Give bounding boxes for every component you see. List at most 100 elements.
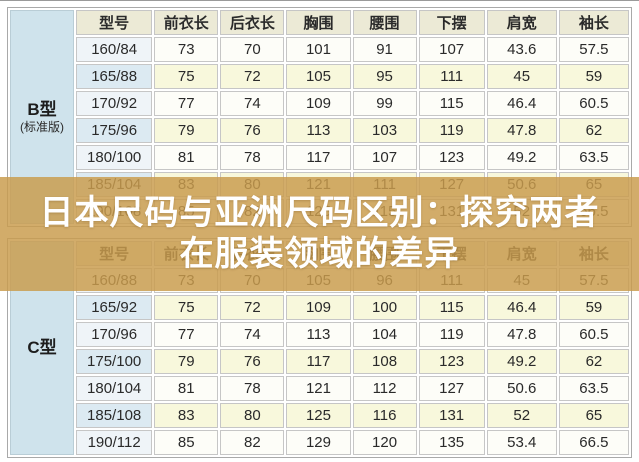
value-cell: 117 bbox=[286, 145, 351, 170]
value-cell: 70 bbox=[220, 37, 285, 62]
value-cell: 123 bbox=[418, 145, 485, 170]
value-cell: 103 bbox=[352, 118, 417, 143]
section-label-text: C型 bbox=[27, 338, 57, 357]
value-cell: 81 bbox=[154, 145, 219, 170]
value-cell: 117 bbox=[286, 349, 351, 374]
model-cell: 175/100 bbox=[76, 349, 153, 374]
value-cell: 62 bbox=[558, 349, 629, 374]
value-cell: 83 bbox=[154, 403, 219, 428]
value-cell: 95 bbox=[352, 64, 417, 89]
value-cell: 43.6 bbox=[486, 37, 557, 62]
value-cell: 105 bbox=[286, 64, 351, 89]
value-cell: 50.6 bbox=[486, 376, 557, 401]
table-row: 185/108 83 80 125 116 131 52 65 bbox=[10, 403, 629, 428]
title-overlay: 日本尺码与亚洲尺码区别：探究两者 在服装领域的差异 bbox=[0, 177, 639, 291]
table-row: 170/96 77 74 113 104 119 47.8 60.5 bbox=[10, 322, 629, 347]
value-cell: 101 bbox=[286, 37, 351, 62]
value-cell: 79 bbox=[154, 118, 219, 143]
value-cell: 104 bbox=[352, 322, 417, 347]
value-cell: 53.4 bbox=[486, 430, 557, 455]
value-cell: 63.5 bbox=[558, 145, 629, 170]
model-cell: 180/104 bbox=[76, 376, 153, 401]
column-header: 后衣长 bbox=[220, 10, 285, 35]
table-row: 165/88 75 72 105 95 111 45 59 bbox=[10, 64, 629, 89]
value-cell: 66.5 bbox=[558, 430, 629, 455]
value-cell: 62 bbox=[558, 118, 629, 143]
value-cell: 65 bbox=[558, 403, 629, 428]
value-cell: 119 bbox=[418, 322, 485, 347]
value-cell: 108 bbox=[352, 349, 417, 374]
table-row: 180/100 81 78 117 107 123 49.2 63.5 bbox=[10, 145, 629, 170]
value-cell: 60.5 bbox=[558, 322, 629, 347]
value-cell: 99 bbox=[352, 91, 417, 116]
model-cell: 190/112 bbox=[76, 430, 153, 455]
value-cell: 72 bbox=[220, 64, 285, 89]
value-cell: 111 bbox=[418, 64, 485, 89]
value-cell: 100 bbox=[352, 295, 417, 320]
value-cell: 109 bbox=[286, 91, 351, 116]
table-row: 170/92 77 74 109 99 115 46.4 60.5 bbox=[10, 91, 629, 116]
value-cell: 77 bbox=[154, 91, 219, 116]
value-cell: 116 bbox=[352, 403, 417, 428]
value-cell: 82 bbox=[220, 430, 285, 455]
value-cell: 131 bbox=[418, 403, 485, 428]
value-cell: 77 bbox=[154, 322, 219, 347]
value-cell: 80 bbox=[220, 403, 285, 428]
model-cell: 160/84 bbox=[76, 37, 153, 62]
value-cell: 85 bbox=[154, 430, 219, 455]
value-cell: 78 bbox=[220, 376, 285, 401]
column-header: 型号 bbox=[76, 10, 153, 35]
model-cell: 175/96 bbox=[76, 118, 153, 143]
value-cell: 120 bbox=[352, 430, 417, 455]
table-row: 175/100 79 76 117 108 123 49.2 62 bbox=[10, 349, 629, 374]
value-cell: 72 bbox=[220, 295, 285, 320]
value-cell: 127 bbox=[418, 376, 485, 401]
value-cell: 75 bbox=[154, 64, 219, 89]
value-cell: 76 bbox=[220, 349, 285, 374]
value-cell: 121 bbox=[286, 376, 351, 401]
value-cell: 47.8 bbox=[486, 322, 557, 347]
value-cell: 45 bbox=[486, 64, 557, 89]
value-cell: 76 bbox=[220, 118, 285, 143]
section-label-text: B型 bbox=[27, 99, 57, 119]
value-cell: 59 bbox=[558, 64, 629, 89]
value-cell: 49.2 bbox=[486, 145, 557, 170]
value-cell: 109 bbox=[286, 295, 351, 320]
section-label-note: (标准版) bbox=[20, 119, 65, 134]
value-cell: 79 bbox=[154, 349, 219, 374]
value-cell: 75 bbox=[154, 295, 219, 320]
value-cell: 63.5 bbox=[558, 376, 629, 401]
value-cell: 113 bbox=[286, 322, 351, 347]
value-cell: 91 bbox=[352, 37, 417, 62]
model-cell: 170/92 bbox=[76, 91, 153, 116]
column-header: 前衣长 bbox=[154, 10, 219, 35]
value-cell: 125 bbox=[286, 403, 351, 428]
value-cell: 59 bbox=[558, 295, 629, 320]
value-cell: 46.4 bbox=[486, 295, 557, 320]
column-header: 下摆 bbox=[418, 10, 485, 35]
model-cell: 165/92 bbox=[76, 295, 153, 320]
value-cell: 46.4 bbox=[486, 91, 557, 116]
overlay-title-line2: 在服装领域的差异 bbox=[179, 235, 460, 273]
value-cell: 119 bbox=[418, 118, 485, 143]
value-cell: 113 bbox=[286, 118, 351, 143]
model-cell: 185/108 bbox=[76, 403, 153, 428]
value-cell: 135 bbox=[418, 430, 485, 455]
overlay-title-line1: 日本尺码与亚洲尺码区别：探究两者 bbox=[39, 194, 600, 232]
value-cell: 49.2 bbox=[486, 349, 557, 374]
value-cell: 115 bbox=[418, 295, 485, 320]
value-cell: 107 bbox=[418, 37, 485, 62]
column-header: 袖长 bbox=[558, 10, 629, 35]
value-cell: 112 bbox=[352, 376, 417, 401]
value-cell: 115 bbox=[418, 91, 485, 116]
column-header: 腰围 bbox=[352, 10, 417, 35]
value-cell: 47.8 bbox=[486, 118, 557, 143]
header-row: B型 (标准版) 型号 前衣长 后衣长 胸围 腰围 下摆 肩宽 袖长 bbox=[10, 10, 629, 224]
table-row: 190/112 85 82 129 120 135 53.4 66.5 bbox=[10, 430, 629, 455]
table-row: 165/92 75 72 109 100 115 46.4 59 bbox=[10, 295, 629, 320]
value-cell: 81 bbox=[154, 376, 219, 401]
value-cell: 129 bbox=[286, 430, 351, 455]
value-cell: 78 bbox=[220, 145, 285, 170]
value-cell: 52 bbox=[486, 403, 557, 428]
